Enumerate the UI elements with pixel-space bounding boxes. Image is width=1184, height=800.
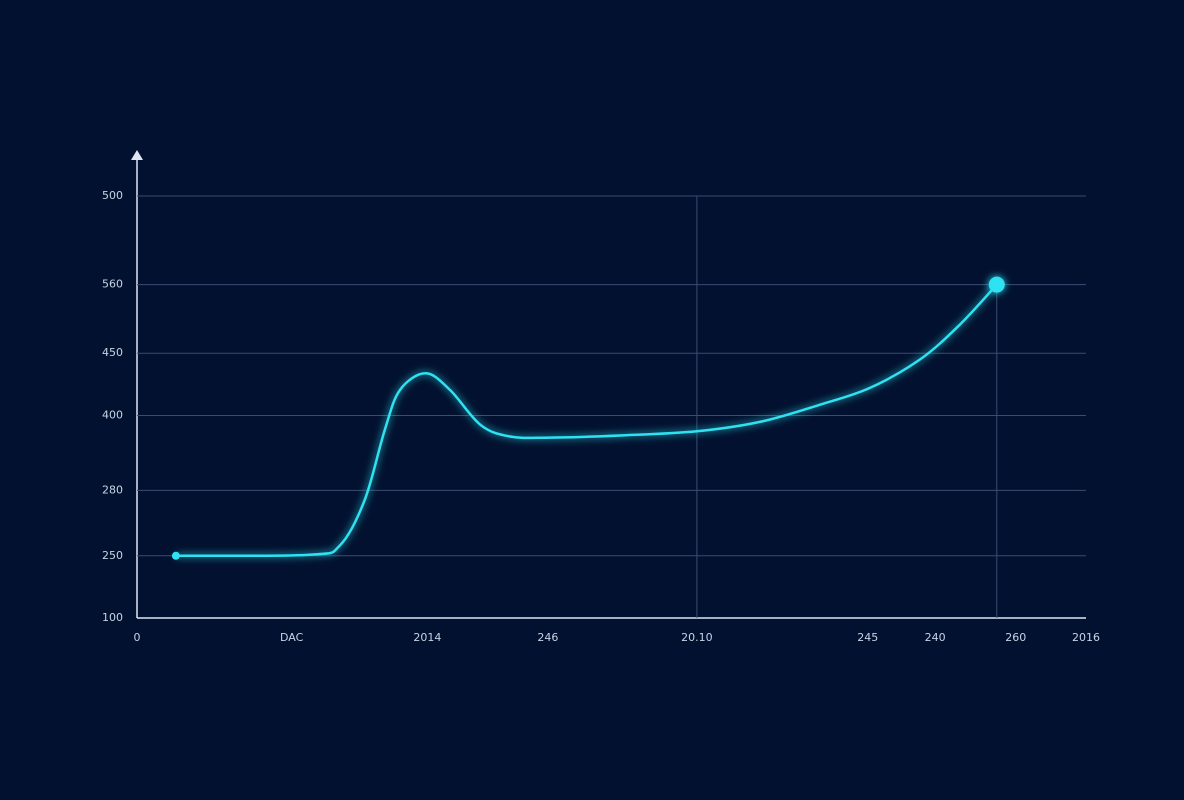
- line: [175, 283, 998, 558]
- y-axis-arrow: [131, 150, 143, 160]
- x-tick-label: 2016: [1072, 631, 1100, 644]
- y-tick-label: 560: [102, 278, 123, 291]
- x-tick-label: 245: [857, 631, 878, 644]
- x-tick-label: 2014: [413, 631, 441, 644]
- y-tick-label: 250: [102, 549, 123, 562]
- x-tick-label: 260: [1005, 631, 1026, 644]
- x-tick-label: 20.10: [681, 631, 713, 644]
- x-tick-label: 240: [925, 631, 946, 644]
- end-point: [988, 276, 1005, 293]
- x-tick-label: 246: [537, 631, 558, 644]
- y-tick-label: 280: [102, 483, 123, 496]
- y-tick-label: 450: [102, 346, 123, 359]
- x-tick-label: 0: [134, 631, 141, 644]
- y-tick-label: 500: [102, 189, 123, 202]
- y-tick-label: 100: [102, 611, 123, 624]
- start-point: [171, 551, 180, 560]
- x-tick-label: DAC: [280, 631, 304, 644]
- y-tick-label: 400: [102, 408, 123, 421]
